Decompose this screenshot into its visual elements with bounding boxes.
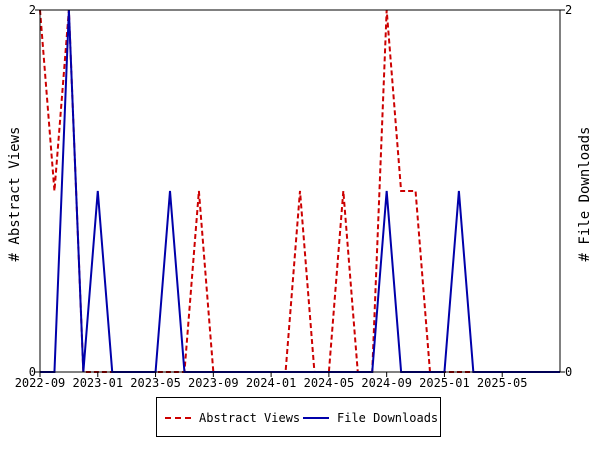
y2-axis-label: # File Downloads: [577, 126, 593, 262]
y2-axis-ticks: 02: [560, 3, 572, 379]
y-axis-ticks: 02: [29, 3, 40, 379]
legend-swatch-abstract-views: [165, 417, 191, 419]
x-tick-label: 2024-09: [361, 376, 412, 390]
legend-item-abstract-views: Abstract Views: [165, 411, 300, 425]
x-tick-label: 2024-05: [304, 376, 355, 390]
legend-label-abstract-views: Abstract Views: [199, 411, 301, 425]
legend-swatch-file-downloads: [303, 417, 329, 419]
y2-tick-label: 0: [565, 365, 572, 379]
x-tick-label: 2025-05: [477, 376, 528, 390]
x-tick-label: 2025-01: [419, 376, 470, 390]
x-tick-label: 2022-09: [15, 376, 66, 390]
x-axis-ticks: 2022-09 2023-01 2023-05 2023-09 2024-01 2024-…: [15, 372, 528, 390]
y-tick-label: 2: [29, 3, 36, 17]
plot-frame: [39, 9, 561, 373]
x-tick-label: 2024-01: [246, 376, 297, 390]
legend: Abstract Views File Downloads: [156, 397, 441, 437]
x-tick-label: 2023-01: [72, 376, 123, 390]
series-layer: [39, 9, 560, 373]
legend-label-file-downloads: File Downloads: [337, 411, 439, 425]
legend-item-file-downloads: File Downloads: [303, 411, 438, 425]
y-tick-label: 0: [29, 365, 36, 379]
x-tick-label: 2023-05: [130, 376, 181, 390]
y2-tick-label: 2: [565, 3, 572, 17]
y-axis-label: # Abstract Views: [7, 126, 23, 262]
x-tick-label: 2023-09: [188, 376, 239, 390]
series-line-abstract-views: [39, 9, 560, 373]
